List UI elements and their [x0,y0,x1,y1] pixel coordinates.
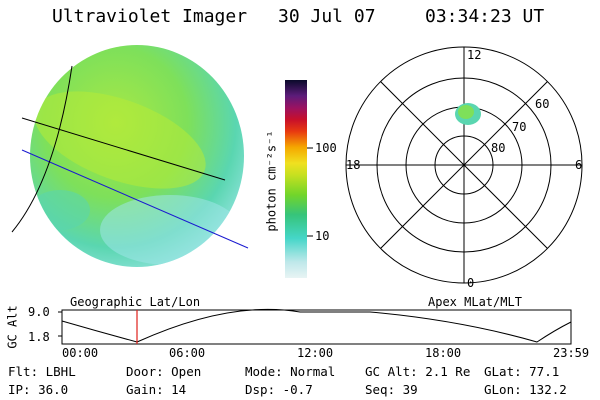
glat-readout: GLat: 77.1 [484,364,560,379]
lat-label-60: 60 [535,97,550,111]
timeline-xtick-0600: 06:00 [169,346,206,360]
mlt-label-18: 18 [346,158,361,172]
colorbar-tick-10: 10 [315,229,330,243]
lat-label-80: 80 [491,141,506,155]
mlt-label-12: 12 [467,48,482,62]
polar-plot [345,46,583,284]
app-title: Ultraviolet Imager [52,6,248,27]
colorbar [285,80,313,278]
filter-readout: Flt: LBHL [8,364,76,379]
timeline-ytick-1-8: 1.8 [28,330,50,344]
date-label: 30 Jul 07 [278,6,376,27]
time-label: 03:34:23 UT [425,6,545,27]
timeline-right-title: Apex MLat/MLT [428,295,522,309]
altitude-timeline [58,308,572,345]
glon-readout: GLon: 132.2 [484,382,567,397]
timeline-ytick-9: 9.0 [28,305,50,319]
aurora-image [11,45,249,267]
mlt-label-0: 0 [467,276,475,290]
aurora-spot [455,103,481,125]
gain-readout: Gain: 14 [126,382,187,397]
dsp-readout: Dsp: -0.7 [245,382,313,397]
seq-readout: Seq: 39 [365,382,418,397]
timeline-xtick-1200: 12:00 [297,346,334,360]
lat-label-70: 70 [512,120,527,134]
timeline-xtick-2359: 23:59 [553,346,590,360]
mode-readout: Mode: Normal [245,364,336,379]
timeline-left-title: Geographic Lat/Lon [70,295,201,309]
timeline-xtick-0000: 00:00 [62,346,99,360]
mlt-label-6: 6 [575,158,583,172]
colorbar-tick-100: 100 [315,141,337,155]
gc-alt-readout: GC Alt: 2.1 Re [365,364,471,379]
timeline-xtick-1800: 18:00 [425,346,462,360]
ip-readout: IP: 36.0 [8,382,69,397]
timeline-ylabel: GC Alt [5,305,20,349]
colorbar-unit-label: photon cm⁻²s⁻¹ [264,130,279,232]
door-readout: Door: Open [126,364,202,379]
